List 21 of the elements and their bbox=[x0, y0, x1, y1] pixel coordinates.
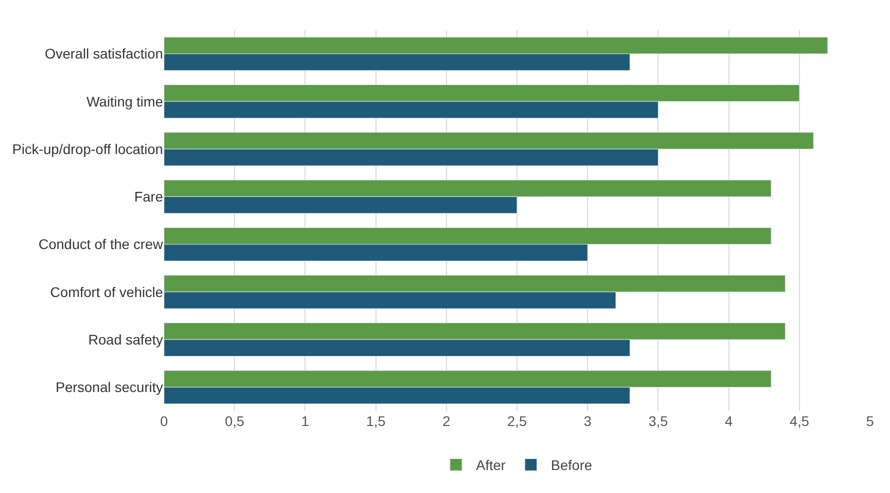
x-tick-label: 0,5 bbox=[224, 413, 245, 429]
y-tick-label: Pick-up/drop-off location bbox=[12, 140, 163, 157]
y-tick-label: Conduct of the crew bbox=[38, 236, 164, 252]
x-tick-label: 3 bbox=[584, 413, 592, 429]
legend-label: After bbox=[476, 457, 506, 474]
x-tick-label: 2,5 bbox=[507, 413, 527, 429]
x-tick-label: 5 bbox=[866, 413, 874, 429]
x-tick-label: 4,5 bbox=[790, 413, 810, 429]
y-tick-label: Fare bbox=[134, 188, 164, 205]
y-tick-label: Road safety bbox=[88, 331, 163, 348]
y-tick-label: Comfort of vehicle bbox=[50, 284, 164, 300]
y-tick-label: Personal security bbox=[56, 379, 163, 396]
x-tick-label: 4 bbox=[724, 413, 733, 429]
x-tick-label: 2 bbox=[442, 413, 450, 429]
y-tick-label: Waiting time bbox=[86, 93, 164, 110]
x-tick-label: 1 bbox=[301, 413, 310, 429]
legend-label: Before bbox=[550, 457, 592, 474]
x-tick-label: 1,5 bbox=[366, 413, 386, 429]
x-tick-label: 0 bbox=[160, 413, 168, 429]
x-tick-label: 3,5 bbox=[648, 413, 668, 429]
y-tick-label: Overall satisfaction bbox=[44, 46, 163, 62]
